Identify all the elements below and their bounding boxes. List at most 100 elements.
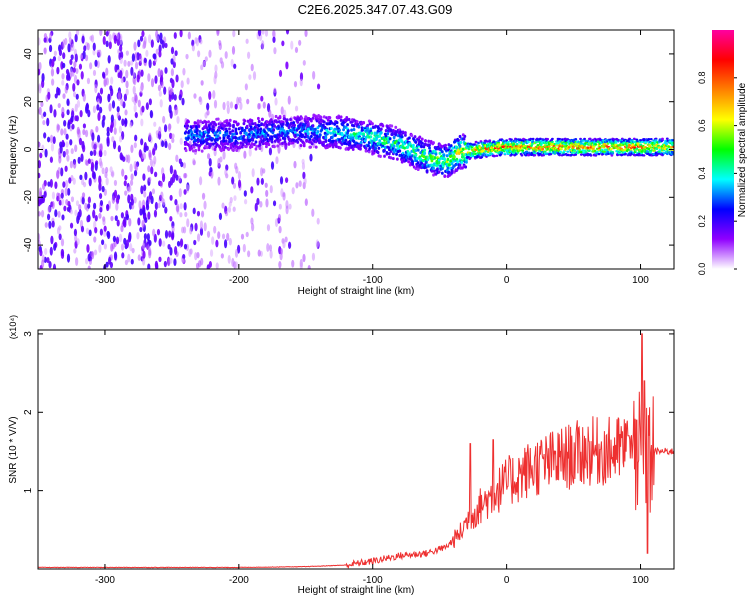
- noise-point: [41, 144, 45, 153]
- signal-point: [665, 142, 668, 146]
- noise-point: [139, 85, 143, 94]
- noise-point: [169, 257, 173, 264]
- noise-point: [154, 171, 158, 178]
- noise-point: [77, 156, 81, 164]
- noise-point: [60, 128, 64, 136]
- signal-point: [440, 150, 444, 154]
- noise-point: [231, 45, 236, 55]
- noise-point: [142, 43, 146, 50]
- noise-point: [94, 162, 98, 171]
- signal-point: [453, 139, 457, 144]
- signal-point: [228, 127, 231, 131]
- noise-point: [178, 188, 182, 198]
- noise-point: [294, 105, 299, 112]
- signal-point: [414, 140, 418, 144]
- noise-point: [49, 104, 53, 114]
- signal-point: [377, 126, 381, 131]
- signal-point: [436, 167, 439, 171]
- noise-point: [90, 161, 95, 169]
- signal-point: [251, 122, 255, 126]
- signal-point: [401, 130, 405, 134]
- signal-point: [291, 141, 295, 145]
- signal-point: [376, 129, 380, 133]
- noise-point: [119, 57, 123, 65]
- signal-point: [266, 133, 270, 137]
- signal-point: [594, 154, 598, 157]
- noise-point: [51, 200, 55, 210]
- signal-point: [250, 144, 254, 149]
- signal-point: [551, 140, 554, 144]
- noise-point: [60, 198, 65, 206]
- noise-point: [146, 233, 150, 242]
- noise-point: [96, 49, 100, 57]
- signal-point: [256, 134, 260, 139]
- signal-point: [283, 117, 287, 121]
- signal-point: [311, 116, 315, 120]
- signal-point: [611, 152, 615, 155]
- signal-point: [374, 146, 378, 150]
- signal-point: [187, 136, 190, 140]
- noise-point: [43, 111, 47, 117]
- signal-point: [349, 133, 353, 137]
- noise-point: [63, 128, 67, 136]
- noise-point: [284, 236, 288, 243]
- signal-point: [243, 128, 247, 133]
- signal-point: [430, 159, 434, 163]
- noise-point: [251, 168, 255, 178]
- signal-point: [647, 147, 651, 151]
- signal-point: [204, 120, 208, 125]
- signal-point: [263, 138, 267, 142]
- noise-point: [159, 69, 164, 77]
- noise-point: [131, 96, 135, 103]
- signal-point: [428, 149, 432, 153]
- noise-point: [65, 148, 69, 155]
- noise-point: [53, 109, 57, 118]
- noise-point: [161, 140, 165, 148]
- signal-point: [578, 148, 582, 152]
- noise-point: [170, 58, 174, 65]
- noise-point: [122, 219, 126, 227]
- noise-point: [218, 39, 222, 46]
- noise-point: [142, 256, 146, 266]
- noise-point: [62, 150, 66, 158]
- noise-point: [76, 215, 80, 224]
- noise-point: [299, 262, 303, 269]
- noise-point: [152, 228, 156, 237]
- noise-point: [273, 87, 277, 94]
- signal-point: [661, 137, 664, 140]
- noise-point: [111, 136, 115, 143]
- noise-point: [75, 200, 80, 207]
- signal-point: [228, 118, 232, 122]
- signal-point: [199, 119, 202, 124]
- signal-point: [416, 164, 419, 168]
- noise-point: [121, 252, 125, 259]
- signal-point: [538, 137, 542, 141]
- noise-point: [84, 159, 88, 166]
- noise-point: [97, 112, 101, 122]
- noise-point: [67, 121, 71, 130]
- noise-point: [125, 154, 129, 163]
- signal-point: [236, 141, 239, 145]
- signal-point: [346, 129, 350, 133]
- signal-point: [204, 123, 208, 127]
- signal-point: [451, 146, 455, 150]
- noise-point: [125, 80, 129, 89]
- noise-point: [158, 90, 162, 97]
- signal-point: [346, 123, 349, 127]
- noise-point: [113, 34, 117, 44]
- noise-point: [93, 249, 98, 256]
- signal-point: [184, 148, 188, 153]
- noise-point: [278, 225, 282, 234]
- signal-point: [330, 126, 333, 131]
- noise-point: [200, 64, 204, 71]
- noise-point: [99, 143, 103, 152]
- noise-point: [64, 85, 68, 94]
- signal-point: [416, 167, 420, 171]
- noise-point: [106, 126, 110, 134]
- signal-point: [278, 138, 282, 142]
- signal-point: [533, 154, 537, 157]
- signal-point: [458, 144, 462, 148]
- signal-point: [213, 147, 217, 151]
- noise-point: [75, 68, 79, 74]
- noise-point: [206, 153, 211, 160]
